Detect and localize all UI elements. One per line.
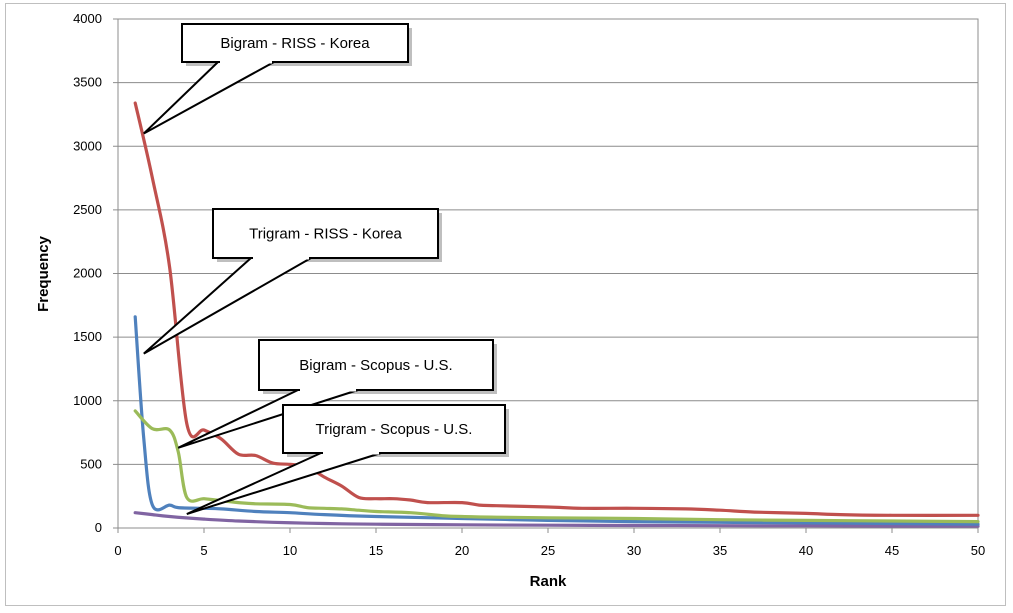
x-tick-label-0: 0 bbox=[114, 543, 121, 558]
callout-pointer bbox=[143, 61, 275, 135]
x-tick-label-20: 20 bbox=[455, 543, 469, 558]
callout-3: Bigram - Scopus - U.S. bbox=[177, 339, 497, 449]
y-tick-label-2500: 2500 bbox=[73, 202, 102, 217]
callout-box bbox=[181, 23, 409, 63]
y-tick-label-1000: 1000 bbox=[73, 393, 102, 408]
y-tick-label-1500: 1500 bbox=[73, 329, 102, 344]
x-axis-title: Rank bbox=[530, 573, 567, 590]
x-tick-label-10: 10 bbox=[283, 543, 297, 558]
x-tick-label-40: 40 bbox=[799, 543, 813, 558]
x-tick-label-30: 30 bbox=[627, 543, 641, 558]
x-axis-ticks: 0 5 10 15 20 25 30 35 40 45 50 bbox=[114, 528, 985, 558]
callout-box bbox=[282, 404, 506, 454]
x-tick-label-45: 45 bbox=[885, 543, 899, 558]
series-line-trigram-riss-korea bbox=[133, 315, 980, 526]
y-tick-label-3000: 3000 bbox=[73, 138, 102, 153]
callout-label: Trigram - Scopus - U.S. bbox=[316, 421, 473, 438]
y-axis-ticks: 0 500 1000 1500 2000 2500 3000 3500 4000 bbox=[73, 11, 118, 535]
callout-2: Trigram - RISS - Korea bbox=[143, 208, 442, 355]
x-tick-label-50: 50 bbox=[971, 543, 985, 558]
callout-4: Trigram - Scopus - U.S. bbox=[186, 404, 509, 515]
callout-1: Bigram - RISS - Korea bbox=[143, 23, 412, 135]
plot-area-border bbox=[117, 18, 979, 529]
y-tick-label-2000: 2000 bbox=[73, 266, 102, 281]
series-line-bigram-riss-korea bbox=[133, 101, 980, 517]
series-lines bbox=[133, 101, 980, 528]
callout-box bbox=[258, 339, 494, 391]
x-tick-label-25: 25 bbox=[541, 543, 555, 558]
y-tick-label-500: 500 bbox=[80, 456, 102, 471]
axes bbox=[117, 18, 979, 529]
callout-label: Trigram - RISS - Korea bbox=[249, 226, 402, 243]
y-tick-label-4000: 4000 bbox=[73, 11, 102, 26]
callout-label: Bigram - RISS - Korea bbox=[220, 35, 370, 52]
callout-label: Bigram - Scopus - U.S. bbox=[299, 357, 452, 374]
callouts: Bigram - RISS - Korea Trigram - RISS - Ko… bbox=[143, 23, 509, 515]
y-axis-title: Frequency bbox=[35, 235, 52, 312]
series-line-bigram-scopus-u-s bbox=[133, 409, 980, 524]
series-line-trigram-scopus-u-s bbox=[133, 511, 980, 528]
y-tick-label-0: 0 bbox=[95, 520, 102, 535]
callout-box bbox=[212, 208, 439, 259]
x-tick-label-15: 15 bbox=[369, 543, 383, 558]
x-tick-label-35: 35 bbox=[713, 543, 727, 558]
y-tick-label-3500: 3500 bbox=[73, 75, 102, 90]
x-tick-label-5: 5 bbox=[200, 543, 207, 558]
